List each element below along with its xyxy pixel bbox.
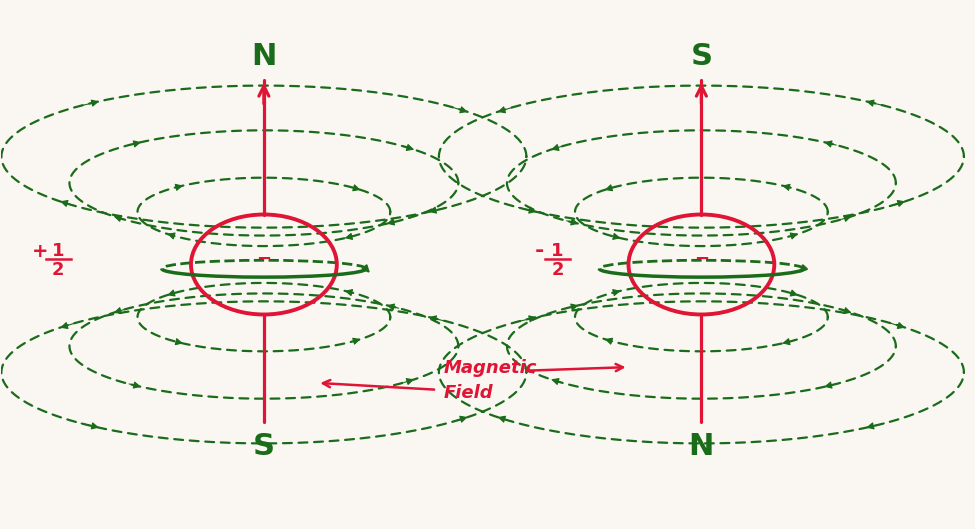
Text: 2: 2	[52, 261, 64, 279]
Text: S: S	[690, 42, 713, 71]
Text: -: -	[534, 241, 544, 261]
Text: Magnetic
Field: Magnetic Field	[444, 359, 537, 402]
Text: S: S	[253, 432, 275, 461]
Text: +: +	[32, 242, 49, 261]
Text: 1: 1	[551, 242, 564, 260]
Text: −: −	[694, 250, 709, 268]
Text: −: −	[256, 250, 271, 268]
Text: 2: 2	[551, 261, 564, 279]
Text: N: N	[688, 432, 714, 461]
Text: 1: 1	[52, 242, 64, 260]
Text: N: N	[252, 42, 277, 71]
